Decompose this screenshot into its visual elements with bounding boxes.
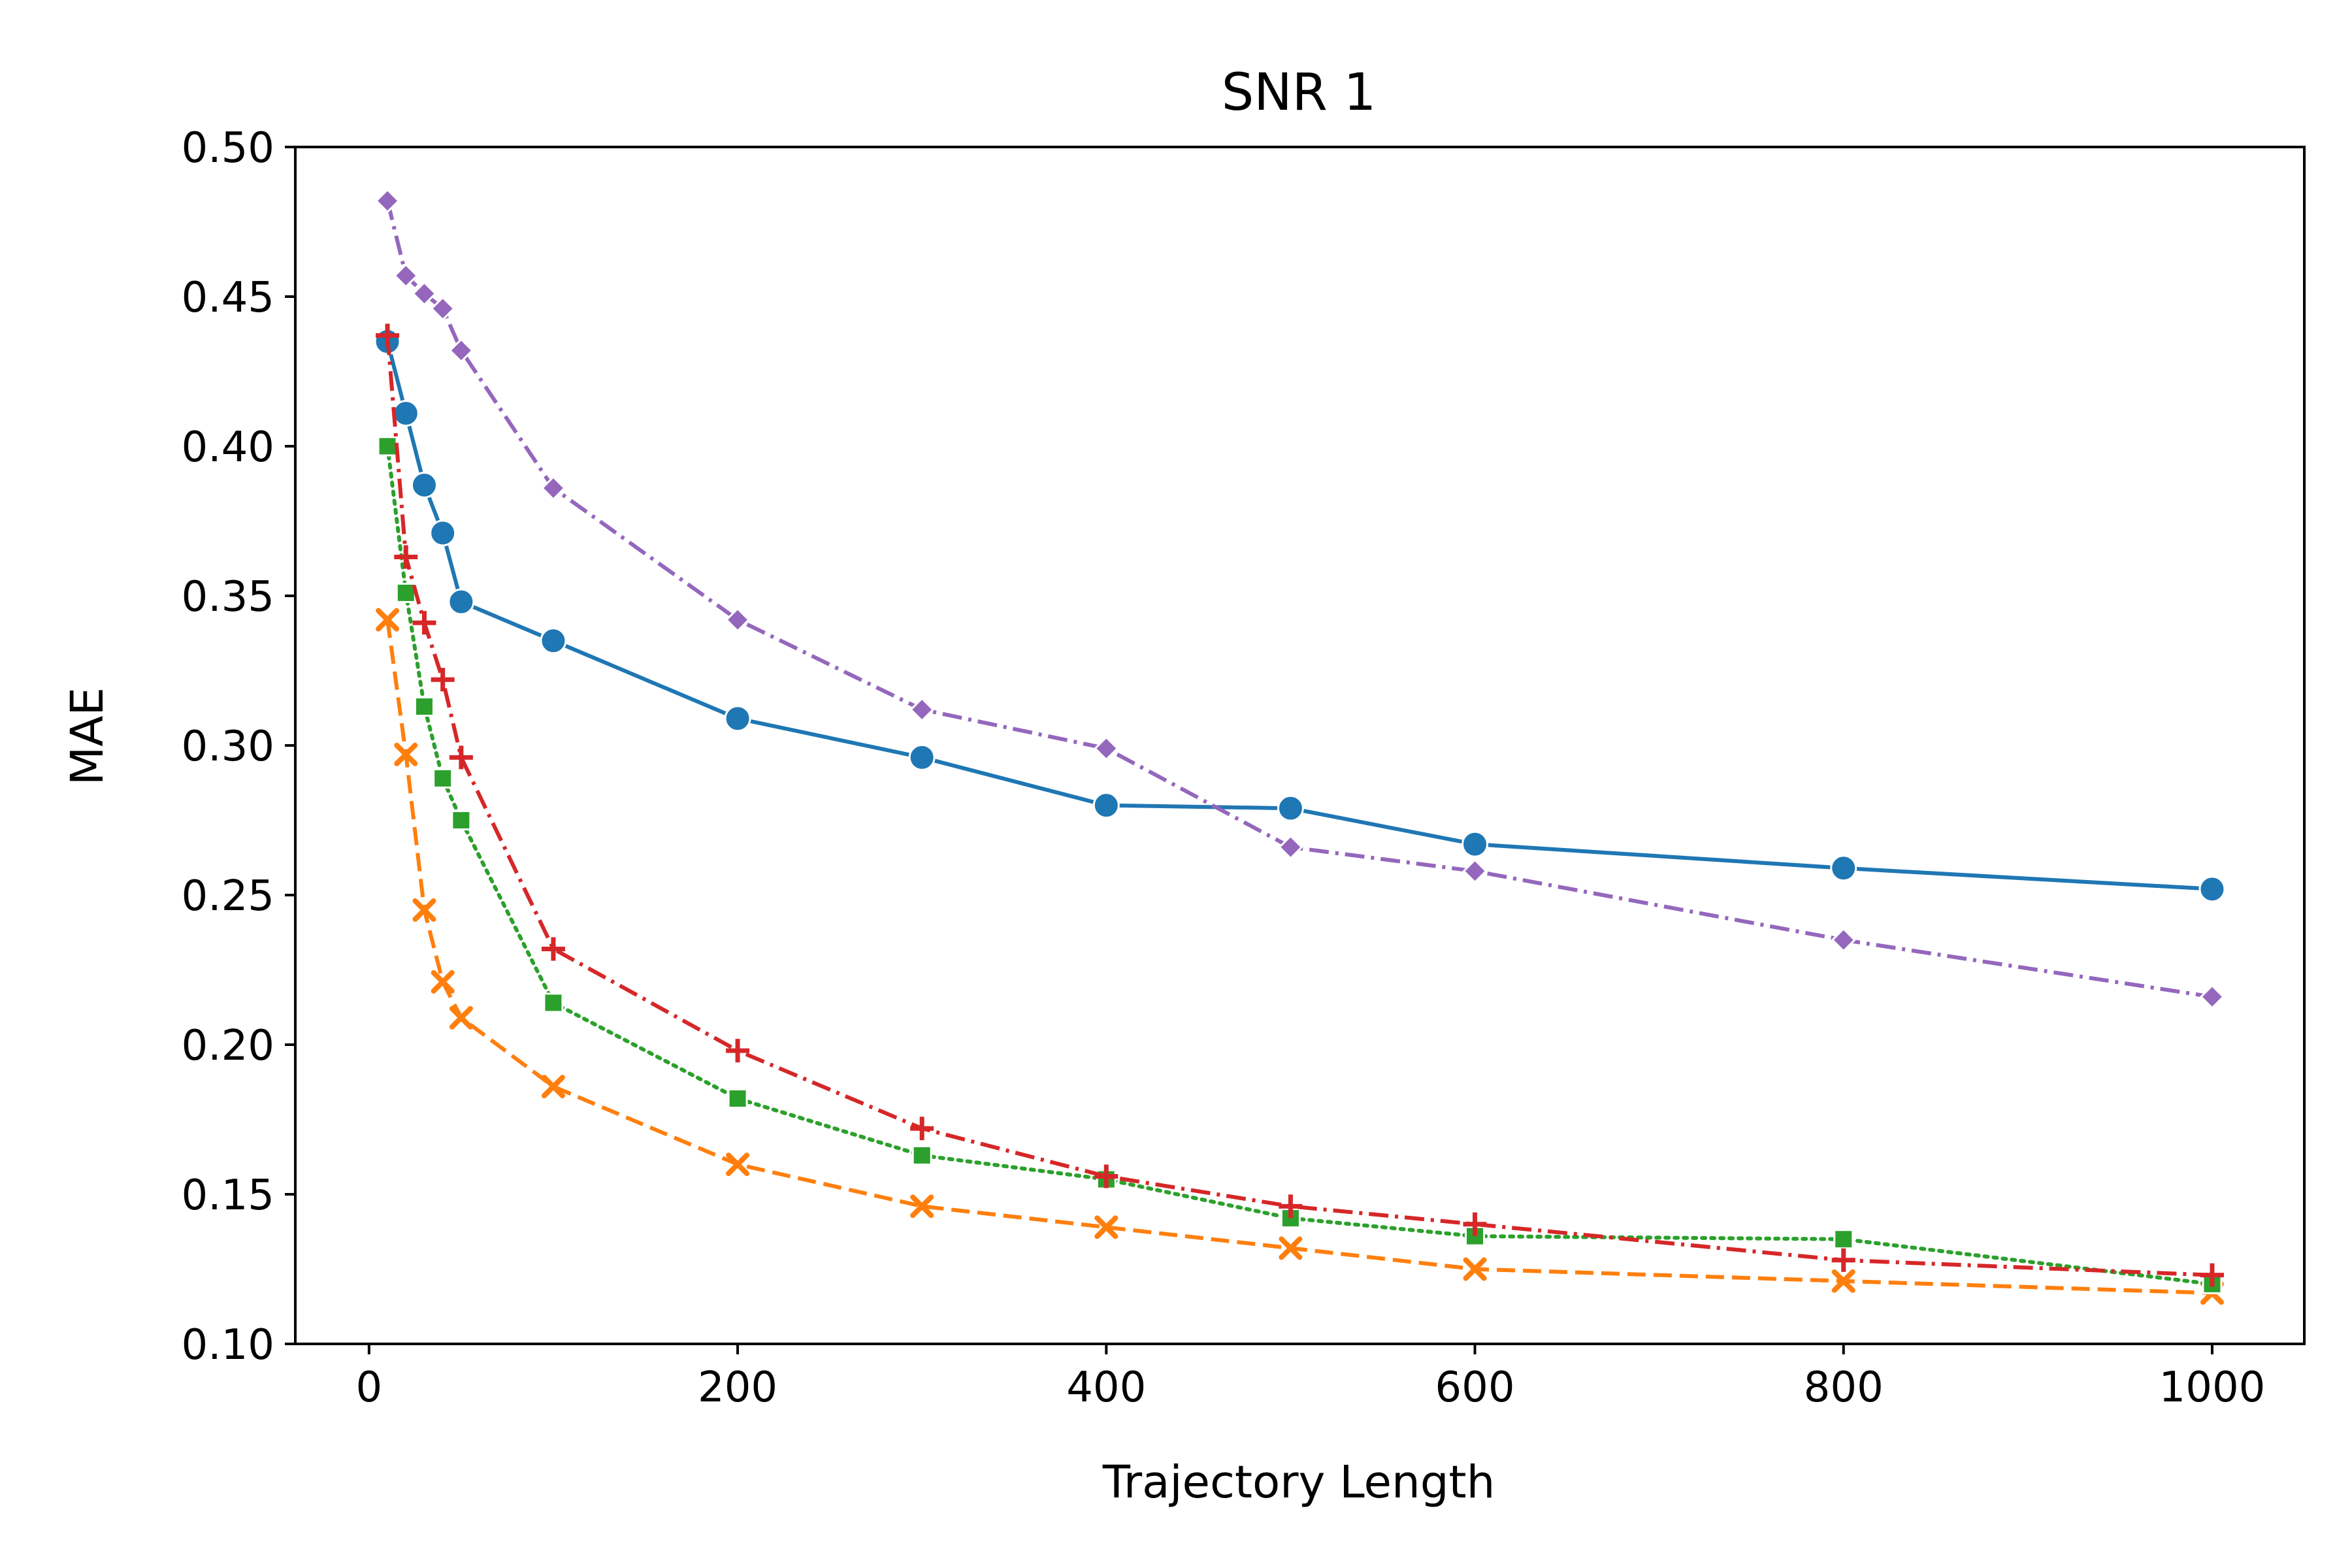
- x-tick-label: 400: [1066, 1364, 1146, 1412]
- series-2-point: [376, 608, 400, 632]
- series-3-point: [911, 1145, 932, 1166]
- series-5-point: [1462, 858, 1488, 884]
- series-1-point: [410, 472, 438, 499]
- series-4-point: [1094, 1164, 1119, 1188]
- y-tick-label: 0.30: [182, 723, 275, 771]
- series-1-point: [1830, 855, 1857, 882]
- x-tick-label: 200: [698, 1364, 777, 1412]
- series-1-point: [540, 627, 567, 655]
- series-4-point: [394, 545, 418, 569]
- series-5: [374, 188, 2225, 1009]
- series-2-point: [394, 742, 418, 766]
- series-4-point: [376, 323, 400, 348]
- series-5-point: [725, 607, 751, 632]
- series-1-point: [448, 588, 475, 615]
- series-4-point: [412, 611, 436, 635]
- series-5-point: [393, 263, 419, 289]
- series-4-point: [726, 1039, 750, 1063]
- series-5-point: [430, 296, 455, 321]
- series-4: [376, 323, 2224, 1287]
- series-5-point: [1831, 927, 1856, 953]
- series-4-point: [449, 745, 473, 770]
- series-5-point: [412, 281, 437, 306]
- y-tick-label: 0.15: [182, 1171, 275, 1220]
- series-2-point: [1279, 1236, 1303, 1260]
- series-4-point: [2200, 1263, 2224, 1287]
- y-tick-label: 0.45: [182, 274, 275, 322]
- series-1-point: [724, 705, 751, 732]
- series-1-point: [2198, 875, 2226, 903]
- series-2-point: [1831, 1269, 1855, 1293]
- series-3: [377, 436, 2223, 1294]
- series-4-point: [1279, 1194, 1303, 1218]
- series-5-point: [448, 338, 474, 363]
- y-tick-label: 0.35: [182, 573, 275, 621]
- series-4-point: [1831, 1248, 1855, 1272]
- y-tick-label: 0.20: [182, 1022, 275, 1070]
- series-3-point: [433, 768, 453, 789]
- series-1-point: [908, 743, 936, 771]
- series-3-point: [395, 582, 416, 603]
- series-2-point: [1463, 1257, 1487, 1281]
- series-4-point: [910, 1117, 934, 1141]
- y-tick-label: 0.50: [182, 124, 275, 172]
- series-5-point: [2199, 984, 2225, 1009]
- series-1-point: [1277, 794, 1304, 822]
- series-5-point: [1094, 736, 1119, 761]
- series-5-point: [374, 188, 400, 214]
- series-4-point: [1463, 1212, 1487, 1236]
- axes-layer: 0 200 400 600 800 1000 0.10 0.15 0.20 0.25 0.30 0.3…: [182, 124, 2306, 1412]
- series-2-point: [412, 898, 436, 922]
- series-1: [374, 328, 2226, 903]
- series-1-point: [1462, 830, 1489, 858]
- series-2-point: [910, 1194, 934, 1218]
- series-3-point: [1833, 1229, 1854, 1250]
- series-3-point: [1280, 1208, 1301, 1229]
- series-4-point: [541, 937, 565, 961]
- series-4-point: [431, 668, 455, 692]
- series-5-point: [1278, 834, 1303, 860]
- series-2-point: [726, 1152, 750, 1177]
- chart-title: SNR 1: [1222, 63, 1376, 122]
- y-tick-label: 0.40: [182, 423, 275, 472]
- series-3-point: [543, 992, 564, 1013]
- series-5-point: [909, 696, 935, 723]
- y-tick-label: 0.25: [182, 872, 275, 921]
- series-2-point: [1094, 1215, 1119, 1239]
- series-layer: [374, 188, 2226, 1305]
- series-3-point: [451, 810, 472, 830]
- series-2-point: [431, 970, 455, 994]
- series-1-point: [392, 400, 419, 427]
- series-3-point: [414, 696, 434, 717]
- series-5-point: [540, 475, 566, 501]
- y-tick-label: 0.10: [182, 1321, 275, 1369]
- x-tick-label: 1000: [2159, 1364, 2266, 1412]
- series-1-point: [429, 519, 457, 547]
- series-3-point: [727, 1088, 748, 1109]
- series-2-point: [449, 1005, 473, 1030]
- series-2-point: [541, 1075, 565, 1099]
- series-2: [376, 608, 2224, 1305]
- x-tick-label: 0: [355, 1364, 382, 1412]
- x-tick-label: 800: [1804, 1364, 1884, 1412]
- x-axis-label: Trajectory Length: [1102, 1456, 1495, 1509]
- x-tick-label: 600: [1435, 1364, 1514, 1412]
- y-axis-label: MAE: [61, 687, 114, 785]
- series-3-point: [377, 436, 398, 457]
- series-1-point: [1092, 792, 1120, 819]
